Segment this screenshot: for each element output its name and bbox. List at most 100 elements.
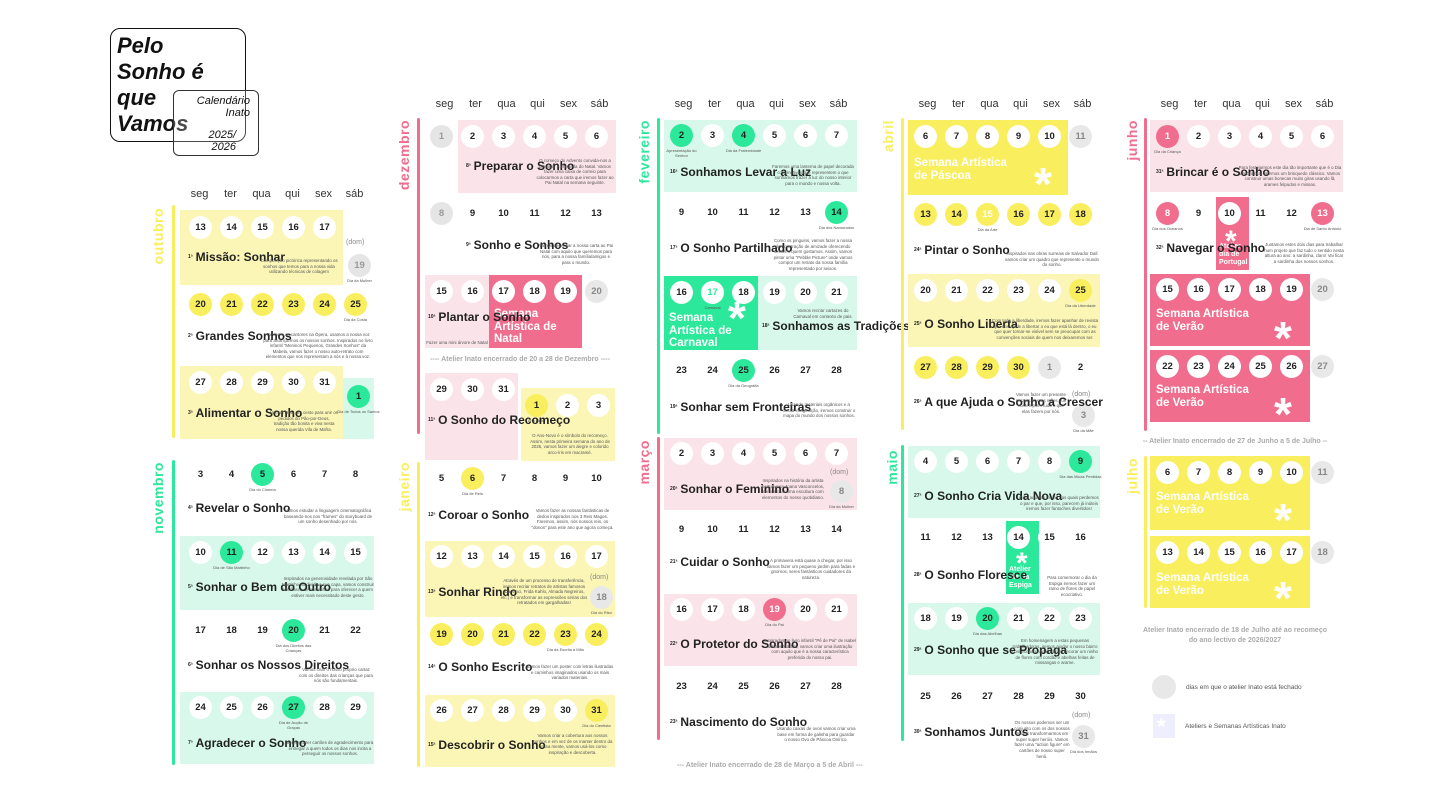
day-cell[interactable]: 18 [220,619,243,642]
day-cell[interactable]: 27 [794,675,817,698]
day-cell[interactable]: 13 [976,526,999,549]
day-cell[interactable]: 23 [670,675,693,698]
day-cell[interactable]: 31 [313,371,336,394]
day-cell[interactable]: 21 [825,281,848,304]
day-cell[interactable]: 25 [220,696,243,719]
day-cell[interactable]: 28 [313,696,336,719]
day-cell[interactable]: 18 [732,281,755,304]
day-cell[interactable]: 29 [430,378,453,401]
day-cell[interactable]: 11 [1311,461,1334,484]
day-cell[interactable]: 6 [794,124,817,147]
day-cell[interactable]: 19 [554,280,577,303]
day-cell[interactable]: 26 [430,699,453,722]
day-cell[interactable]: 27 [189,371,212,394]
day-cell[interactable]: 2 [670,442,693,465]
day-cell[interactable]: 17 [585,545,608,568]
day-cell[interactable]: 15 [430,280,453,303]
day-cell[interactable]: 17 [701,598,724,621]
day-cell[interactable]: 7 [1007,450,1030,473]
day-cell[interactable]: 11 Dia de São Martinho [213,541,250,570]
day-cell[interactable]: 6 [914,125,937,148]
day-cell[interactable]: 10 [492,202,515,225]
day-cell[interactable]: 18 [914,607,937,630]
day-cell[interactable]: 21 [825,598,848,621]
day-cell[interactable]: 31 Dia do Cientista [582,699,611,728]
day-cell[interactable]: 1 Dia de Todos os Santos [337,385,380,414]
day-cell[interactable]: 12 [430,545,453,568]
day-cell[interactable]: 24 [701,359,724,382]
day-cell[interactable]: 9 [670,201,693,224]
day-cell[interactable]: 6 [1156,461,1179,484]
day-cell[interactable]: 11 [732,201,755,224]
day-cell[interactable]: 25 Dia da Costa [344,293,367,322]
day-cell[interactable]: 17 [313,216,336,239]
day-cell[interactable]: 16 [1187,278,1210,301]
day-cell[interactable]: 12 [1280,202,1303,225]
day-cell[interactable]: 21 [492,623,515,646]
day-cell[interactable]: 28 [825,675,848,698]
day-cell[interactable]: 23 [1069,607,1092,630]
day-cell[interactable]: 12 [763,518,786,541]
day-cell[interactable]: 31 [492,378,515,401]
day-cell[interactable]: 13 [794,201,817,224]
day-cell[interactable]: 10 [1218,202,1241,225]
day-cell[interactable]: 11 [732,518,755,541]
day-cell[interactable]: 2 [1187,125,1210,148]
day-cell[interactable]: 11 [914,526,937,549]
day-cell[interactable]: 14 [1007,526,1030,549]
day-cell[interactable]: 7 [1187,461,1210,484]
day-cell[interactable]: 9 [1249,461,1272,484]
day-cell[interactable]: 16 [670,281,693,304]
day-cell[interactable]: 10 [189,541,212,564]
day-cell[interactable]: 16 [282,216,305,239]
day-cell[interactable]: 18 Dia do Riso [590,586,613,615]
day-cell[interactable]: 28 [1007,685,1030,708]
day-cell[interactable]: 21 [313,619,336,642]
day-cell[interactable]: 31 Dia dos Irmãos [1070,725,1097,754]
day-cell[interactable]: 4 [220,463,243,486]
day-cell[interactable]: 18 [1069,203,1092,226]
day-cell[interactable]: 23 Dia da Escrita à Mão [547,623,584,652]
day-cell[interactable]: 5 [945,450,968,473]
day-cell[interactable]: 15 Dia da Arte [976,203,999,232]
day-cell[interactable]: 28 [945,356,968,379]
day-cell[interactable]: 7 [492,467,515,490]
day-cell[interactable]: 24 [585,623,608,646]
day-cell[interactable]: 28 [492,699,515,722]
day-cell[interactable]: 9 [1007,125,1030,148]
day-cell[interactable]: 8 Dia dos Oceanos [1152,202,1183,231]
day-cell[interactable]: 13 Dia de Santo António [1304,202,1341,231]
day-cell[interactable]: 30 [1069,685,1092,708]
day-cell[interactable]: 17 [189,619,212,642]
day-cell[interactable]: 11 [523,202,546,225]
day-cell[interactable]: 17 [492,280,515,303]
day-cell[interactable]: 27 [794,359,817,382]
day-cell[interactable]: 29 [523,699,546,722]
day-cell[interactable]: 10 [701,201,724,224]
day-cell[interactable]: 10 [585,467,608,490]
day-cell[interactable]: 9 [670,518,693,541]
day-cell[interactable]: 19 Dia do Pai [763,598,786,627]
day-cell[interactable]: 5 [763,124,786,147]
day-cell[interactable]: 16 [670,598,693,621]
day-cell[interactable]: 24 [313,293,336,316]
day-cell[interactable]: 10 [1280,461,1303,484]
day-cell[interactable]: 14 [313,541,336,564]
day-cell[interactable]: 30 [461,378,484,401]
day-cell[interactable]: 23 [670,359,693,382]
day-cell[interactable]: 15 [1156,278,1179,301]
day-cell[interactable]: 15 [523,545,546,568]
day-cell[interactable]: 16 [1069,526,1092,549]
day-cell[interactable]: 3 [587,394,610,417]
day-cell[interactable]: 13 [794,518,817,541]
day-cell[interactable]: 14 [945,203,968,226]
day-cell[interactable]: 23 [1187,355,1210,378]
day-cell[interactable]: 22 [251,293,274,316]
day-cell[interactable]: 28 [825,359,848,382]
day-cell[interactable]: 8 [523,467,546,490]
day-cell[interactable]: 18 [523,280,546,303]
day-cell[interactable]: 21 [220,293,243,316]
day-cell[interactable]: 29 [1038,685,1061,708]
day-cell[interactable]: 8 [1038,450,1061,473]
day-cell[interactable]: 14 [492,545,515,568]
